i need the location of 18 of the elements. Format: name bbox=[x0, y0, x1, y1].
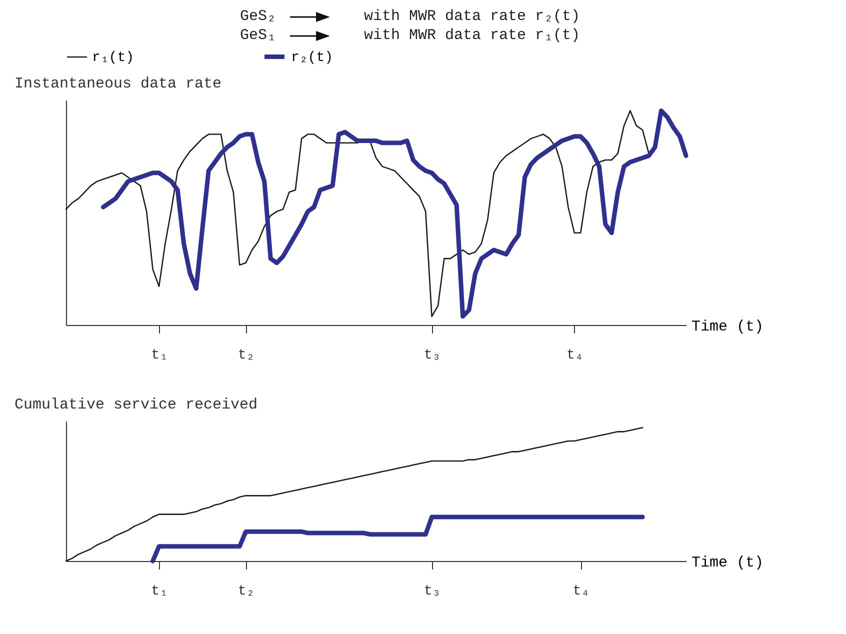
legend-label: r₁(t) bbox=[92, 50, 134, 66]
x-axis-title: Time (t) bbox=[692, 554, 764, 572]
text: with MWR data rate r₁(t) bbox=[364, 27, 580, 44]
x-tick-label: t₃ bbox=[424, 584, 441, 600]
x-tick-label: t₁ bbox=[151, 348, 168, 364]
y-axis-title: Instantaneous data rate bbox=[14, 76, 222, 92]
x-axis-title: Time (t) bbox=[692, 318, 764, 336]
text: GeS₁ bbox=[240, 27, 276, 44]
x-tick-label: t₄ bbox=[566, 348, 584, 364]
x-tick-label: t₄ bbox=[572, 584, 590, 600]
x-tick-label: t₂ bbox=[238, 584, 255, 600]
x-tick-label: t₃ bbox=[424, 348, 441, 364]
text: GeS₂ bbox=[240, 8, 276, 25]
legend-label: r₂(t) bbox=[291, 50, 334, 66]
text: with MWR data rate r₂(t) bbox=[364, 8, 580, 25]
y-axis-title: Cumulative service received bbox=[14, 396, 258, 414]
x-tick-label: t₁ bbox=[151, 584, 168, 600]
x-tick-label: t₂ bbox=[238, 348, 255, 364]
